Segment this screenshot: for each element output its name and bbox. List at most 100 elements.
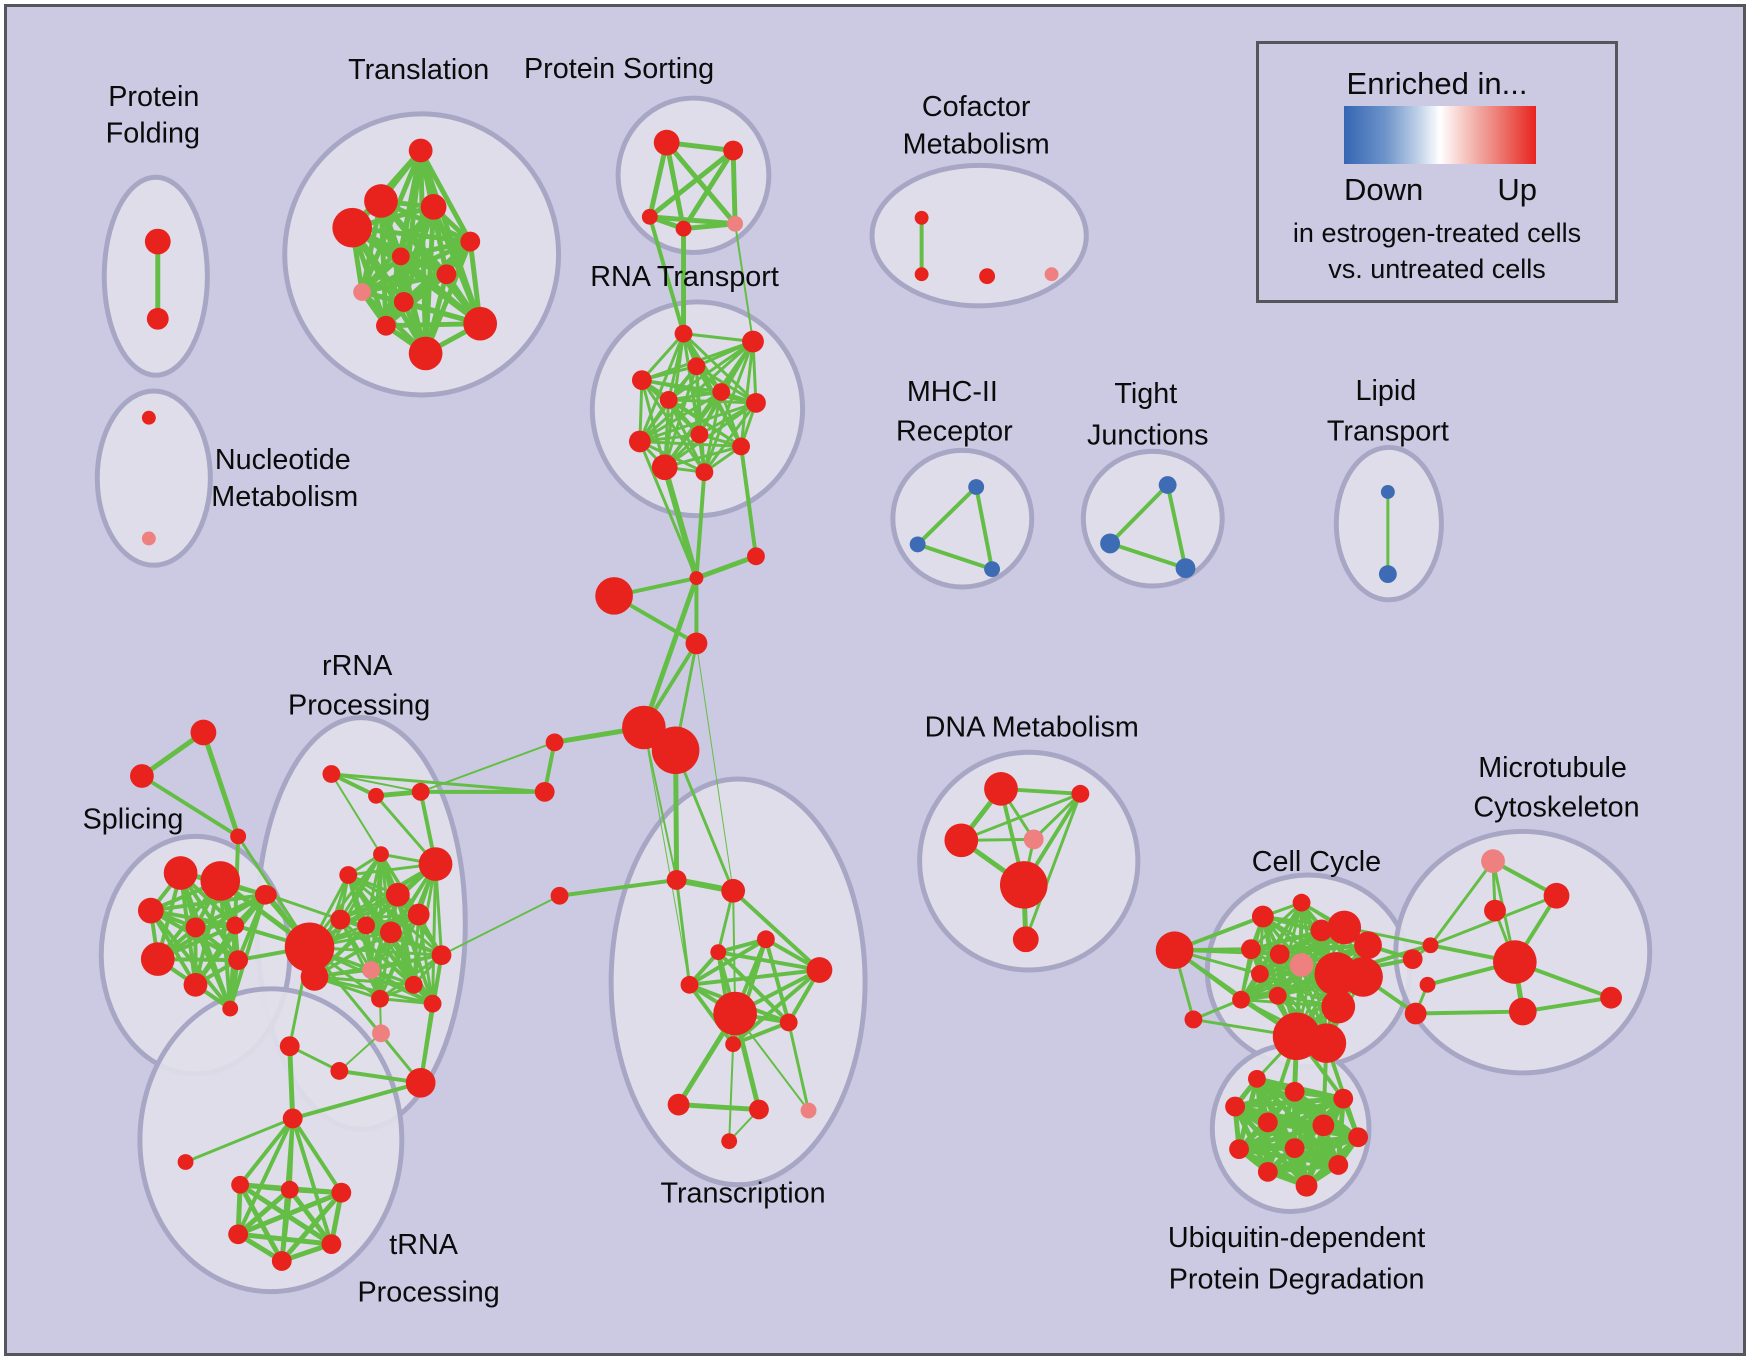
node-T7 [713,991,757,1036]
network-edge [974,485,995,572]
node-TL4 [332,207,373,248]
network-edge [398,239,473,259]
network-edge [418,148,473,245]
node-R16 [404,975,423,994]
node-CC3 [1310,919,1333,942]
node-S9 [183,972,208,997]
node-HUB1 [622,705,666,750]
labels-layer: Protein Folding Translation Protein Sorting… [83,53,1640,1308]
network-edge [915,542,995,572]
network-edge [638,332,686,443]
node-TL5 [460,231,481,252]
node-CC8 [1289,953,1314,977]
node-S5 [226,916,245,935]
node-CF1 [914,210,929,225]
network-edge [676,1102,762,1113]
node-U4 [1225,1096,1246,1117]
network-edge [338,913,421,921]
network-edge [728,1043,735,1143]
node-D3 [944,823,979,858]
node-TJ1 [1158,476,1177,494]
network-edge [1024,792,1082,941]
node-M2 [1543,882,1570,909]
network-edge [290,1116,344,1195]
cluster-label-lipid-transport: Transport [1327,416,1449,448]
node-RT6 [712,383,731,401]
network-edge [139,774,241,839]
cluster-label-protein-sorting: Protein Sorting [524,53,714,85]
cluster-label-microtubule-cytoskeleton: Cytoskeleton [1473,792,1639,824]
node-R19 [279,1036,300,1057]
network-edge [667,340,755,402]
node-PF2 [146,307,169,330]
node-S3 [137,897,164,924]
node-U6 [1312,1114,1335,1137]
node-S8 [228,950,249,970]
node-X1 [550,886,569,905]
nodes-layer [130,129,1622,1271]
network-edge [193,892,267,987]
network-edge [664,140,687,232]
node-PS2 [723,140,744,161]
cluster-ellipse-transcription [608,776,868,1188]
network-edge [647,148,736,220]
cluster-ellipse-cofactor-metabolism [869,162,1089,309]
network-edge [330,773,382,856]
network-edge [695,642,734,892]
node-D4 [1023,829,1044,850]
legend-subtitle-line2: vs. untreated cells [1328,254,1546,284]
network-edge [663,401,758,469]
cluster-label-dna-metabolism: DNA Metabolism [925,711,1139,743]
node-MH2 [909,536,926,553]
node-TN1 [282,1108,303,1129]
cluster-label-rna-transport: RNA Transport [590,261,779,293]
node-R4 [373,846,389,863]
network-edge [763,937,791,1025]
node-CC16 [1306,1023,1347,1064]
network-edge [378,913,421,1001]
node-S1 [163,856,198,890]
network-edge [287,1187,334,1247]
node-TN2 [177,1154,194,1170]
node-S4 [185,917,206,938]
node-CC17 [1184,1010,1203,1029]
network-edge [359,271,449,295]
node-C4 [685,632,708,655]
node-TN8 [271,1251,292,1271]
cluster-label-nucleotide-metabolism: Metabolism [211,481,358,513]
network-edge [739,340,755,448]
node-S7 [140,942,175,976]
node-CF4 [1044,267,1059,282]
cluster-label-microtubule-cytoskeleton: Microtubule [1478,752,1627,784]
network-edge [664,140,738,227]
node-D5 [999,861,1048,909]
node-D2 [1071,784,1090,803]
node-PS3 [641,208,658,225]
network-edge [238,1116,295,1187]
network-edge [431,862,438,1006]
node-TL8 [353,283,372,301]
node-CC18 [1402,949,1423,969]
node-T11 [749,1099,769,1120]
cluster-label-protein-folding: Protein [108,81,199,113]
network-edge [1236,1146,1341,1168]
cluster-label-splicing: Splicing [83,803,184,835]
network-edge [557,877,679,898]
node-TL10 [463,306,498,341]
node-D1 [984,772,1018,806]
node-RT3 [687,357,706,376]
network-edge [734,222,754,343]
node-CC2 [1251,905,1274,928]
node-TR2 [130,764,154,788]
network-edge [687,982,736,1047]
node-TR1 [190,719,217,746]
node-TJ2 [1100,533,1121,554]
node-R9 [330,909,351,930]
node-R18 [423,994,442,1013]
node-TL11 [408,336,443,371]
legend-title: Enriched in... [1346,66,1528,101]
node-T3 [756,930,775,949]
network-edge [1032,792,1082,841]
network-edge [638,439,743,448]
node-R2 [368,787,384,804]
